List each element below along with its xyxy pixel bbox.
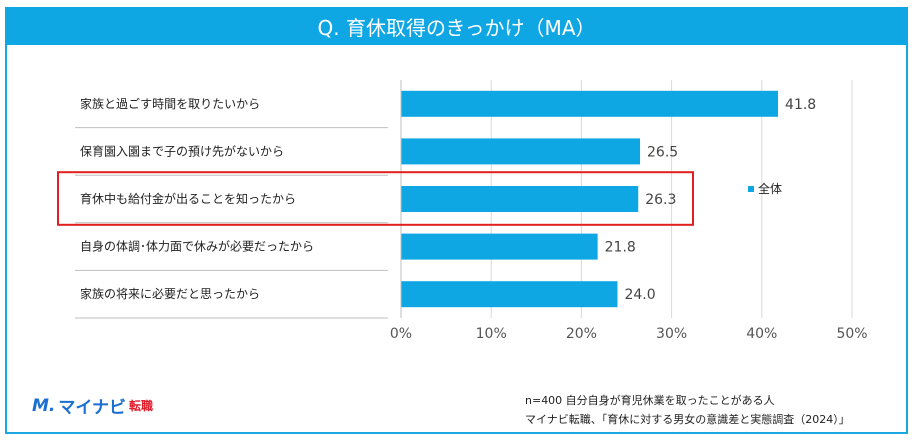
bar: [401, 233, 598, 260]
legend-label: 全体: [758, 181, 782, 196]
bar: [401, 90, 779, 117]
category-label: 育休中も給付金が出ることを知ったから: [80, 191, 296, 206]
x-tick-label: 20%: [566, 326, 597, 342]
bar: [401, 138, 641, 165]
category-label: 家族と過ごす時間を取りたいから: [80, 96, 260, 111]
mynavi-logo: M. マイナビ 転職: [32, 393, 154, 419]
bar: [401, 281, 618, 308]
logo-text: マイナビ: [58, 398, 127, 418]
data-label: 26.3: [645, 192, 676, 208]
x-tick-label: 10%: [476, 326, 507, 342]
x-tick-label: 30%: [656, 326, 687, 342]
logo-sub: 転職: [129, 399, 154, 413]
data-label: 21.8: [605, 240, 636, 256]
legend-swatch: [748, 186, 754, 192]
sample-note: n=400 自分自身が育児休業を取ったことがある人: [525, 394, 775, 407]
x-tick-label: 40%: [746, 326, 777, 342]
data-label: 26.5: [647, 144, 678, 160]
highlight-box: [57, 171, 694, 226]
chart-title: Q. 育休取得のきっかけ（MA）: [5, 7, 908, 45]
data-label: 41.8: [785, 97, 816, 113]
source-note: マイナビ転職、「育休に対する男女の意識差と実態調査（2024）」: [525, 413, 850, 426]
x-tick-label: 0%: [390, 326, 412, 342]
category-label: 家族の将来に必要だと思ったから: [80, 286, 260, 301]
x-tick-label: 50%: [836, 326, 867, 342]
bar: [401, 186, 639, 212]
category-label: 保育園入園まで子の預け先がないから: [80, 143, 284, 158]
category-label: 自身の体調･体力面で休みが必要だったから: [80, 239, 314, 254]
logo-mark: M.: [32, 395, 56, 416]
data-label: 24.0: [624, 287, 655, 303]
